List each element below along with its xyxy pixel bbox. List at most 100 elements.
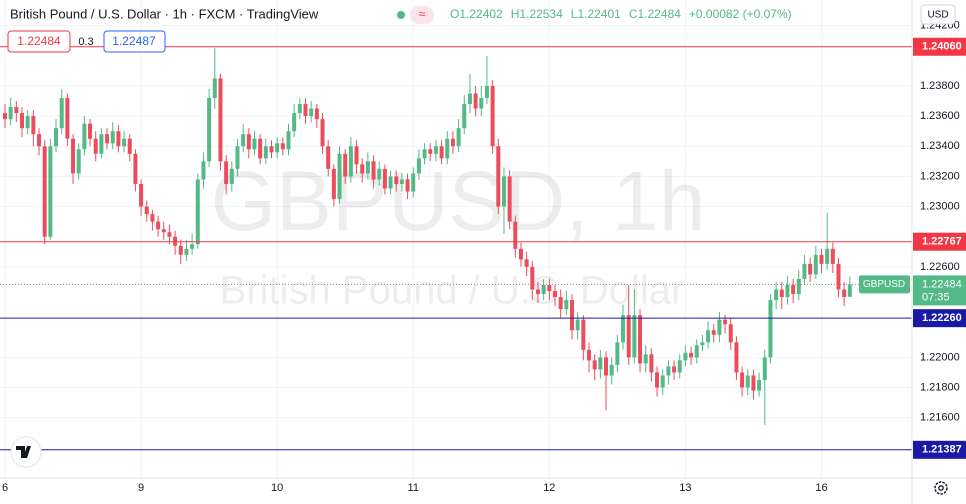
candle-body [439, 146, 444, 159]
candle-body [190, 244, 195, 249]
candle-body [195, 179, 200, 245]
candle-body [524, 259, 529, 267]
countdown: 07:35 [922, 291, 950, 303]
candle-body [156, 221, 161, 230]
candle-body [757, 379, 762, 391]
candle-body [666, 366, 671, 376]
candle-body [275, 143, 280, 153]
candle-body [235, 146, 240, 169]
candle-body [388, 176, 393, 189]
currency: USD [927, 10, 948, 21]
candle-body [139, 183, 144, 207]
candle-body [246, 134, 251, 150]
market-status [397, 11, 405, 19]
candle-body [547, 284, 552, 292]
buy-box[interactable] [103, 30, 166, 53]
candle-body [490, 85, 495, 147]
candle-body [320, 119, 325, 147]
candle-body [723, 319, 728, 325]
candle-body [377, 168, 382, 180]
candle-body [791, 284, 796, 295]
candle-body [422, 149, 427, 159]
candle-body [428, 149, 433, 154]
candle-body [711, 330, 716, 335]
candle-body [178, 245, 183, 255]
spread: 0.3 [78, 36, 93, 48]
candle-body [456, 128, 461, 147]
y-tick-label: 1.23000 [920, 200, 960, 212]
last-price-label-bg [913, 275, 966, 306]
candle-body [513, 221, 518, 249]
y-tick-label: 1.23600 [920, 110, 960, 122]
candle-body [365, 161, 370, 174]
candle-body [229, 168, 234, 184]
candle-body [615, 342, 620, 365]
candle-body [518, 248, 523, 260]
candle-body [14, 107, 19, 114]
candle-body [774, 289, 779, 301]
sell-box[interactable] [7, 30, 71, 53]
currency-select[interactable] [920, 4, 956, 25]
watermark-subtitle: British Pound / U.S. Dollar [220, 269, 685, 313]
candle-body [649, 354, 654, 373]
x-tick-label: 13 [679, 482, 691, 494]
ohlc-value: O1.22402 [450, 7, 503, 21]
candle-body [570, 300, 574, 331]
candle-body [734, 342, 739, 373]
candle-body [150, 214, 155, 222]
candle-body [433, 146, 438, 154]
candle-body [394, 176, 399, 184]
candle-body [677, 360, 682, 373]
candle-body [411, 173, 416, 192]
candle-body [405, 179, 410, 192]
price-line-label: 1.22767 [922, 236, 962, 248]
candle-body [258, 138, 263, 159]
candle-body [371, 161, 376, 180]
candle-body [802, 263, 807, 279]
candle-body [269, 146, 274, 153]
badge [410, 6, 434, 24]
candle-body [847, 284, 852, 297]
candle-body [93, 138, 98, 154]
candle-body [660, 375, 665, 388]
candle-body [144, 206, 149, 215]
candle-body [598, 357, 603, 370]
candle-body [779, 289, 784, 298]
candle-body [31, 116, 36, 135]
candle-body [37, 134, 42, 147]
x-tick-label: 6 [2, 482, 8, 494]
candle-body [768, 300, 773, 358]
symbol-label-bg [859, 275, 910, 294]
candle-body [587, 349, 592, 361]
candle-body [42, 146, 47, 237]
candle-body [263, 146, 268, 159]
candle-body [354, 146, 359, 165]
candle-body [700, 342, 705, 346]
candle-body [76, 149, 81, 174]
last-price-label: 1.22484 [922, 278, 962, 290]
candle-body [416, 158, 421, 174]
candle-body [65, 98, 70, 139]
chart-title: British Pound / U.S. Dollar · 1h · FXCM … [10, 6, 319, 21]
candle-body [280, 143, 285, 150]
ask: 1.22487 [112, 34, 156, 48]
candle-body [212, 78, 217, 99]
candle-body [445, 138, 450, 159]
candle-body [479, 98, 484, 109]
candle-body [473, 93, 478, 109]
settings-icon[interactable] [934, 481, 948, 495]
x-tick-label: 10 [271, 482, 283, 494]
candle-body [564, 300, 569, 310]
candle-body [694, 345, 699, 358]
candle-body [740, 372, 745, 388]
candle-body [224, 161, 229, 184]
x-tick-label: 11 [408, 482, 419, 494]
y-tick-label: 1.21800 [920, 381, 960, 393]
candle-body [751, 375, 756, 391]
candle-body [48, 146, 53, 237]
change: +0.00082 (+0.07%) [689, 7, 792, 21]
candle-body [785, 284, 790, 298]
candle-body [558, 297, 563, 310]
candle-body [450, 138, 455, 147]
